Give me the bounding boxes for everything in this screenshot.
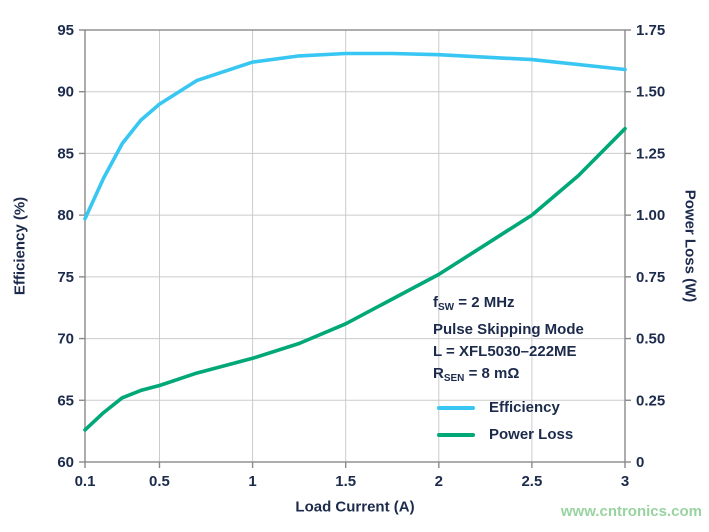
annotation-text: R	[433, 365, 444, 382]
left-tick-label: 95	[57, 22, 74, 39]
right-tick-label: 0.75	[636, 269, 665, 286]
annotation-line: Pulse Skipping Mode	[433, 319, 584, 341]
annotation-text: L = XFL5030–222ME	[433, 343, 577, 360]
power-loss-legend-swatch	[437, 432, 475, 437]
legend-item-power-loss: Power Loss	[437, 426, 573, 443]
legend-item-efficiency: Efficiency	[437, 399, 573, 416]
left-axis-title: Efficiency (%)	[11, 196, 29, 296]
annotation-text: Pulse Skipping Mode	[433, 321, 584, 338]
x-tick-label: 2.5	[521, 473, 542, 490]
right-tick-label: 0	[636, 454, 644, 471]
legend: Efficiency Power Loss	[437, 399, 573, 443]
legend-label: Efficiency	[489, 399, 560, 416]
right-axis-title: Power Loss (W)	[681, 189, 699, 303]
left-tick-label: 80	[57, 207, 74, 224]
x-axis-title: Load Current (A)	[295, 498, 415, 516]
conditions-annotation: fSW = 2 MHz Pulse Skipping Mode L = XFL503…	[433, 292, 584, 390]
left-tick-label: 75	[57, 269, 74, 286]
annotation-text: = 8 mΩ	[464, 365, 520, 382]
annotation-subscript: SEN	[443, 373, 465, 384]
left-tick-label: 60	[57, 454, 74, 471]
efficiency-legend-swatch	[437, 405, 475, 410]
plot-border	[84, 29, 626, 463]
annotation-subscript: SW	[438, 302, 455, 313]
left-tick-label: 85	[57, 145, 74, 162]
right-tick-label: 1.75	[636, 22, 665, 39]
left-tick-label: 90	[57, 84, 74, 101]
x-tick-label: 1	[248, 473, 256, 490]
annotation-line: fSW = 2 MHz	[433, 292, 584, 319]
annotation-text: f	[433, 294, 438, 311]
left-tick-label: 65	[57, 392, 74, 409]
watermark-text: www.cntronics.com	[560, 503, 702, 520]
right-tick-label: 0.25	[636, 392, 665, 409]
efficiency-line	[83, 51, 627, 221]
x-tick-label: 0.1	[75, 473, 96, 490]
right-tick-label: 1.50	[636, 84, 665, 101]
annotation-text: = 2 MHz	[454, 294, 515, 311]
x-tick-label: 3	[621, 473, 629, 490]
left-tick-label: 70	[57, 331, 74, 348]
right-tick-label: 1.00	[636, 207, 665, 224]
annotation-line: L = XFL5030–222ME	[433, 341, 584, 363]
x-tick-label: 2	[435, 473, 443, 490]
legend-label: Power Loss	[489, 426, 574, 443]
right-tick-label: 1.25	[636, 145, 665, 162]
annotation-line: RSEN = 8 mΩ	[433, 363, 584, 390]
right-tick-label: 0.50	[636, 331, 665, 348]
power-loss-line	[83, 126, 627, 432]
x-tick-label: 0.5	[149, 473, 170, 490]
x-tick-label: 1.5	[335, 473, 356, 490]
